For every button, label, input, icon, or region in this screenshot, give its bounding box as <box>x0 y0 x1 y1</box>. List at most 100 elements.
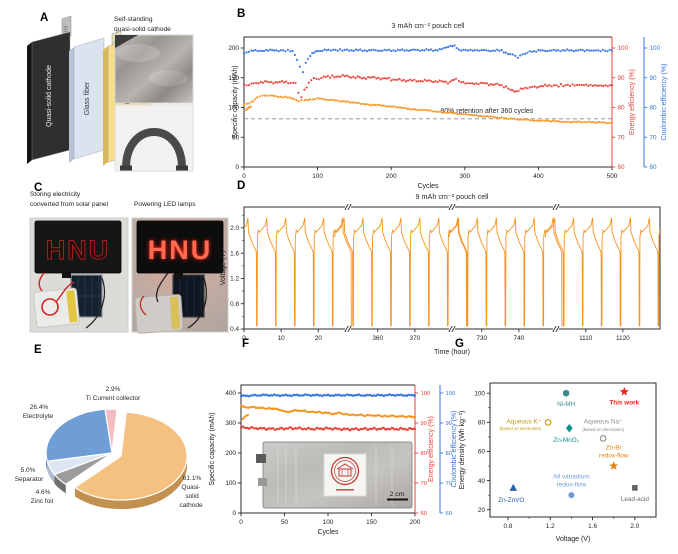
svg-text:(+): (+) <box>63 26 68 32</box>
svg-text:Cycles: Cycles <box>317 529 339 536</box>
svg-text:400: 400 <box>533 173 544 180</box>
svg-text:2.0: 2.0 <box>230 225 239 232</box>
svg-text:Zn-MnO₂: Zn-MnO₂ <box>553 437 579 444</box>
pie-slice-ti-current-collector <box>104 408 118 454</box>
svg-text:60: 60 <box>421 511 427 517</box>
svg-text:Aqueous K⁺: Aqueous K⁺ <box>507 418 542 425</box>
svg-text:HNU: HNU <box>148 235 213 265</box>
red-emblem <box>330 456 360 486</box>
energy-efficiency-series <box>239 425 417 432</box>
svg-text:(based on electrodes): (based on electrodes) <box>582 427 624 432</box>
data-point-aqueous-na-: Aqueous Na⁺ (based on electrodes) <box>582 418 624 442</box>
svg-text:0: 0 <box>239 519 243 526</box>
svg-text:0.4: 0.4 <box>230 326 239 333</box>
svg-text:740: 740 <box>514 335 525 342</box>
svg-text:200: 200 <box>228 45 239 52</box>
svg-text:0: 0 <box>232 510 236 517</box>
svg-text:Ni-MH: Ni-MH <box>557 401 575 408</box>
panel-a-photo-title: Self-standing quasi-solid cathode <box>114 15 209 35</box>
svg-text:0.8: 0.8 <box>230 301 239 308</box>
specific-capacity-series <box>242 94 614 125</box>
svg-text:Energy density (Wh kg⁻¹): Energy density (Wh kg⁻¹) <box>459 411 466 490</box>
svg-text:70: 70 <box>618 134 626 141</box>
svg-text:Zinc foil: Zinc foil <box>31 498 54 505</box>
svg-text:2 cm: 2 cm <box>390 491 405 498</box>
panel-g-plot: 0.8 1.2 1.6 2.0 20 40 60 80 100 Voltage (V) Energy… <box>459 382 657 543</box>
svg-text:90: 90 <box>421 421 427 427</box>
svg-text:100: 100 <box>446 391 456 397</box>
voltage-profile-segment <box>334 217 467 327</box>
svg-text:0: 0 <box>242 335 246 342</box>
panel-d-plot: 9 mAh cm⁻² pouch cell 0.4 0.8 1.2 1.6 2.0 Volt… <box>220 192 661 356</box>
svg-text:Ti Current collector: Ti Current collector <box>86 395 141 402</box>
svg-text:2.0: 2.0 <box>630 523 639 530</box>
svg-text:Coulombic efficiency (%): Coulombic efficiency (%) <box>451 411 458 488</box>
svg-text:Specific capacity (mAh): Specific capacity (mAh) <box>232 65 239 138</box>
svg-text:1.6: 1.6 <box>230 250 239 257</box>
svg-text:200: 200 <box>225 450 236 457</box>
svg-text:HNU: HNU <box>148 235 213 265</box>
svg-text:2.9%: 2.9% <box>106 386 121 393</box>
svg-text:solid: solid <box>185 493 199 500</box>
electrode-tab <box>256 454 266 463</box>
pie-slice-quasi-solid-cathode <box>74 411 188 501</box>
svg-text:100: 100 <box>323 519 334 526</box>
svg-text:redox-flow: redox-flow <box>557 482 587 489</box>
voltage-profile-segment <box>244 217 352 327</box>
svg-text:0.8: 0.8 <box>504 523 513 530</box>
svg-text:370: 370 <box>410 335 421 342</box>
pouch-cell <box>33 287 80 329</box>
caption-left-line2: converted from solar panel <box>30 200 109 208</box>
svg-text:26.4%: 26.4% <box>30 404 49 411</box>
panel-c-caption-right: Powering LED lamps <box>134 200 229 210</box>
photo-title-line1: Self-standing <box>114 16 153 23</box>
svg-text:Time (hour): Time (hour) <box>434 349 470 356</box>
svg-text:cathode: cathode <box>179 502 203 509</box>
panel-e-pie-chart: 2.9% Ti Current collector 26.4% Electrolyte… <box>15 386 203 510</box>
data-point-aqueous-k-: Aqueous K⁺(based on electrodes) <box>500 418 552 431</box>
svg-text:300: 300 <box>459 173 470 180</box>
svg-text:Specific capacity (mAh): Specific capacity (mAh) <box>209 412 216 485</box>
led-sign-off <box>34 220 122 274</box>
specific-capacity-series <box>239 404 417 419</box>
svg-text:200: 200 <box>386 173 397 180</box>
panel-label-a: A <box>40 12 49 24</box>
svg-text:Separator: Separator <box>15 476 44 483</box>
energy-efficiency-series <box>242 74 614 99</box>
svg-text:70: 70 <box>421 481 427 487</box>
layer-quasi-solid-cathode: (+) Quasi-solid cathode <box>27 15 72 164</box>
svg-text:Aqueous Na⁺: Aqueous Na⁺ <box>584 418 623 425</box>
svg-text:80: 80 <box>618 105 626 112</box>
svg-text:4.6%: 4.6% <box>36 489 51 496</box>
data-point-ni-mh: Ni-MH <box>557 389 576 408</box>
svg-text:0: 0 <box>242 173 246 180</box>
red-wire-coil <box>41 298 59 316</box>
svg-text:redox-flow: redox-flow <box>599 453 629 460</box>
svg-text:400: 400 <box>225 390 236 397</box>
electrode-tab <box>258 478 267 486</box>
svg-text:Zn-ZnVO: Zn-ZnVO <box>498 497 524 504</box>
panel-e-pie: 2.9% Ti Current collector 26.4% Electrolyte… <box>15 386 203 510</box>
svg-text:1.6: 1.6 <box>588 523 597 530</box>
svg-text:730: 730 <box>476 335 487 342</box>
svg-text:40: 40 <box>478 478 486 485</box>
yellow-tape <box>66 289 78 323</box>
svg-text:60: 60 <box>650 164 658 171</box>
svg-text:0: 0 <box>235 164 239 171</box>
data-point-zn-mno-: Zn-MnO₂ <box>553 423 580 444</box>
svg-text:1110: 1110 <box>579 335 593 342</box>
panel-d-chart: 9 mAh cm⁻² pouch cell 0.4 0.8 1.2 1.6 2.0 Volt… <box>220 192 661 356</box>
svg-text:500: 500 <box>607 173 618 180</box>
svg-text:61.1%: 61.1% <box>183 475 202 482</box>
pouch-cell <box>134 294 184 334</box>
svg-text:90: 90 <box>446 421 452 427</box>
svg-text:100: 100 <box>618 45 629 52</box>
photo-storing-electricity: HNU <box>29 217 129 333</box>
caption-left-line1: Storing electricity <box>30 191 81 198</box>
svg-text:360: 360 <box>372 335 383 342</box>
